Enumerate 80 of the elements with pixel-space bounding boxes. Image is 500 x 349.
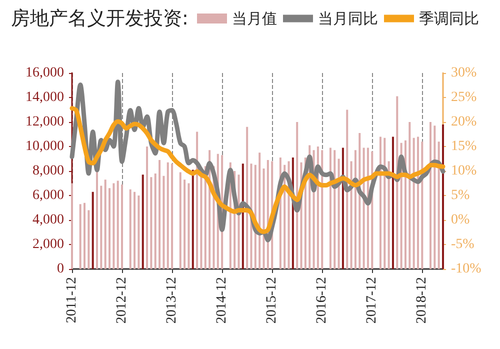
bar bbox=[384, 138, 386, 269]
y-tick-label: 10,000 bbox=[26, 139, 64, 154]
x-tick-label: 2017-12 bbox=[364, 277, 380, 324]
legend-label: 季调同比 bbox=[419, 10, 479, 28]
bar bbox=[392, 136, 394, 269]
legend-label: 当月同比 bbox=[318, 10, 378, 28]
bar bbox=[158, 160, 161, 269]
bar bbox=[108, 188, 111, 269]
chart-title: 房地产名义开发投资: bbox=[11, 8, 188, 30]
bar bbox=[246, 126, 248, 269]
bar bbox=[179, 172, 182, 269]
y2-tick-label: -5% bbox=[451, 237, 475, 252]
bar bbox=[262, 168, 265, 269]
bar bbox=[408, 122, 411, 269]
y2-tick-label: -10% bbox=[451, 262, 482, 276]
legend-label: 当月值 bbox=[232, 10, 277, 28]
bar bbox=[71, 183, 73, 269]
line-series bbox=[70, 106, 446, 234]
bar bbox=[404, 140, 406, 269]
y2-tick-label: 30% bbox=[451, 66, 477, 80]
bar bbox=[121, 184, 124, 269]
bar bbox=[100, 186, 102, 269]
bar bbox=[134, 192, 136, 269]
bar bbox=[116, 180, 119, 269]
y2-tick-label: 15% bbox=[451, 139, 477, 154]
bar bbox=[412, 138, 415, 269]
y2-tick-label: 20% bbox=[451, 114, 477, 130]
x-tick-label: 2015-12 bbox=[264, 277, 280, 324]
x-tick-label: 2016-12 bbox=[314, 277, 330, 324]
bar bbox=[171, 164, 174, 269]
y2-tick-label: 25% bbox=[451, 90, 477, 105]
bar bbox=[379, 136, 382, 269]
bar bbox=[154, 173, 156, 269]
y2-tick-label: 5% bbox=[451, 188, 470, 203]
bar bbox=[396, 96, 398, 269]
y-tick-label: 12,000 bbox=[26, 114, 64, 130]
bar bbox=[429, 122, 432, 269]
bar bbox=[350, 161, 352, 269]
y2-tick-label: 0% bbox=[451, 212, 470, 228]
y-tick-label: 14,000 bbox=[26, 90, 64, 105]
bar bbox=[104, 180, 106, 269]
bar bbox=[146, 146, 148, 269]
y-tick-label: 2,000 bbox=[32, 237, 64, 252]
bar bbox=[438, 142, 440, 269]
y-tick-label: 0 bbox=[57, 262, 64, 276]
bar bbox=[442, 124, 444, 269]
bar bbox=[192, 170, 194, 269]
bar bbox=[342, 148, 344, 269]
bar bbox=[346, 110, 348, 269]
bar bbox=[388, 161, 390, 269]
x-tick-label: 2011-12 bbox=[64, 277, 80, 324]
bar bbox=[184, 180, 186, 269]
bar bbox=[166, 162, 169, 269]
x-tick-label: 2013-12 bbox=[164, 277, 180, 324]
bar bbox=[92, 192, 94, 269]
bar bbox=[84, 202, 86, 269]
bar bbox=[112, 183, 115, 269]
y-tick-label: 6,000 bbox=[32, 188, 64, 203]
bar bbox=[334, 150, 336, 269]
bar bbox=[138, 196, 140, 269]
y2-tick-label: 10% bbox=[451, 164, 477, 178]
x-tick-label: 2012-12 bbox=[114, 277, 130, 324]
bar bbox=[338, 158, 340, 269]
x-tick-label: 2014-12 bbox=[214, 277, 230, 324]
bar bbox=[150, 177, 152, 269]
y-tick-label: 16,000 bbox=[26, 66, 64, 80]
bar bbox=[196, 132, 198, 269]
y-tick-label: 8,000 bbox=[32, 164, 64, 178]
y-tick-label: 4,000 bbox=[32, 212, 64, 228]
bar bbox=[88, 210, 90, 269]
bar bbox=[142, 174, 144, 269]
bar bbox=[129, 189, 132, 269]
bar bbox=[79, 204, 82, 269]
bar bbox=[258, 152, 261, 269]
bar bbox=[416, 136, 419, 269]
bar bbox=[188, 183, 190, 269]
bar bbox=[162, 176, 165, 269]
bar bbox=[96, 171, 98, 269]
x-tick-label: 2018-12 bbox=[414, 277, 430, 324]
bar bbox=[434, 126, 436, 269]
